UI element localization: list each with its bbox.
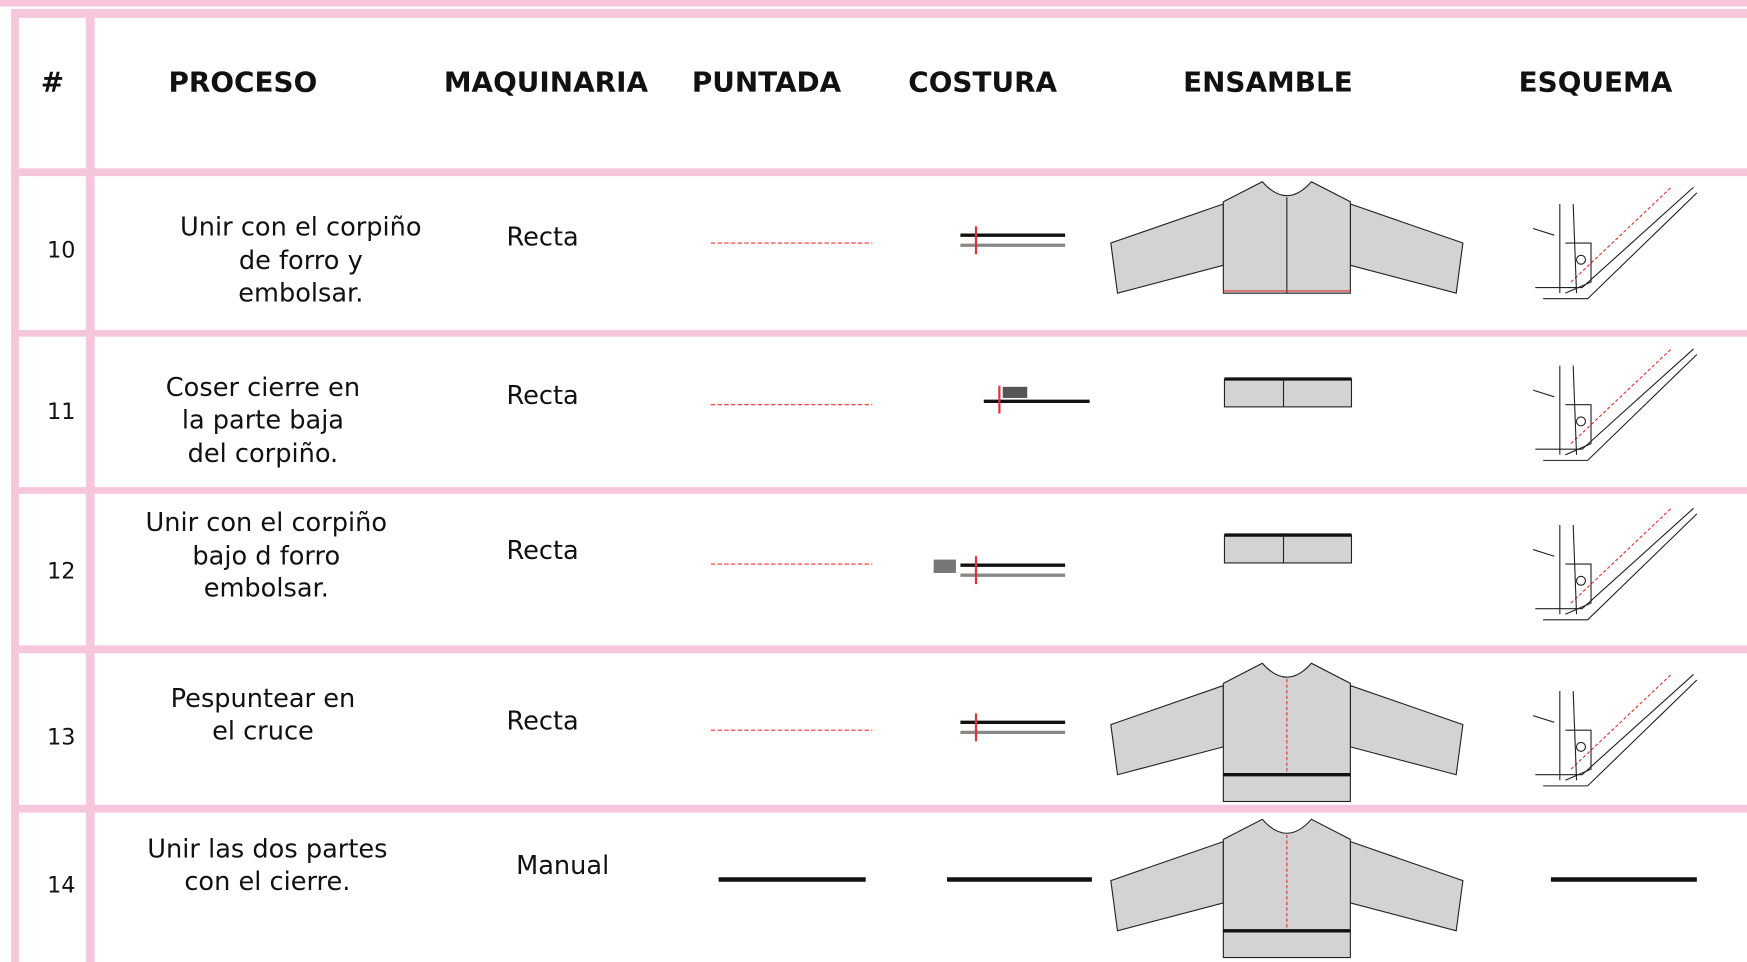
process-text: embolsar.: [238, 278, 363, 308]
presser-foot-drawing: [1532, 186, 1698, 300]
band-drawing: [1223, 533, 1353, 564]
fabric: [1535, 507, 1698, 621]
presser-foot-drawing: [1532, 507, 1698, 621]
screw: [1575, 575, 1587, 586]
column-header: PROCESO: [169, 66, 318, 99]
column-header: #: [41, 66, 64, 99]
machine-text: Recta: [506, 223, 578, 253]
stitch: [1570, 507, 1672, 604]
band: [1223, 534, 1353, 564]
sleeve: [1349, 203, 1464, 294]
foot: [1532, 203, 1592, 294]
stitch: [1570, 673, 1672, 770]
process-text: de forro y: [239, 246, 363, 276]
row-number: 12: [47, 558, 75, 584]
fabric: [1535, 186, 1698, 300]
screw: [1575, 416, 1587, 427]
process-text: del corpiño.: [188, 439, 339, 469]
jacket-drawing: [1110, 818, 1464, 959]
fabric: [1535, 673, 1698, 787]
screw: [1575, 741, 1587, 752]
machine-text: Recta: [506, 381, 578, 411]
column-header: ESQUEMA: [1519, 66, 1673, 99]
column-header: COSTURA: [908, 66, 1057, 99]
foot: [1532, 365, 1592, 456]
row-number: 13: [47, 724, 75, 750]
machine-text: Recta: [506, 706, 578, 736]
foot: [1532, 691, 1592, 781]
band: [1222, 930, 1351, 959]
jacket-drawing: [1110, 662, 1464, 803]
process-text: bajo d forro: [192, 541, 340, 571]
screw: [1575, 254, 1587, 265]
process-text: el cruce: [212, 716, 314, 746]
band: [1223, 378, 1353, 408]
sleeve: [1110, 840, 1224, 932]
presser-foot-drawing: [1532, 673, 1698, 787]
machine-text: Manual: [516, 851, 609, 881]
stitch: [1570, 348, 1672, 445]
column-header: PUNTADA: [692, 66, 842, 99]
band: [1222, 774, 1351, 803]
row-number: 11: [47, 399, 75, 425]
row-number: 14: [47, 873, 75, 899]
jacket-drawing: [1110, 181, 1464, 294]
sleeve: [1349, 684, 1464, 776]
process-text: con el cierre.: [184, 867, 350, 897]
band-drawing: [1223, 377, 1353, 408]
process-text: embolsar.: [204, 574, 329, 604]
column-header: ENSAMBLE: [1183, 66, 1353, 99]
column-header: MAQUINARIA: [444, 66, 649, 99]
stitch: [1570, 186, 1672, 283]
process-text: Unir con el corpiño: [180, 213, 422, 243]
process-text: la parte baja: [182, 405, 344, 435]
sleeve: [1349, 840, 1464, 932]
process-text: Unir las dos partes: [147, 835, 387, 865]
process-text: Coser cierre en: [166, 373, 360, 403]
foot: [1532, 525, 1592, 615]
presser-foot-drawing: [1532, 348, 1698, 461]
fold: [933, 559, 956, 573]
sleeve: [1110, 203, 1224, 294]
process-text: Unir con el corpiño: [146, 508, 388, 538]
sleeve: [1110, 684, 1224, 776]
row-number: 10: [47, 237, 75, 263]
fabric: [1535, 348, 1698, 461]
tape: [1002, 386, 1028, 398]
machine-text: Recta: [506, 536, 578, 566]
process-text: Pespuntear en: [171, 684, 356, 714]
